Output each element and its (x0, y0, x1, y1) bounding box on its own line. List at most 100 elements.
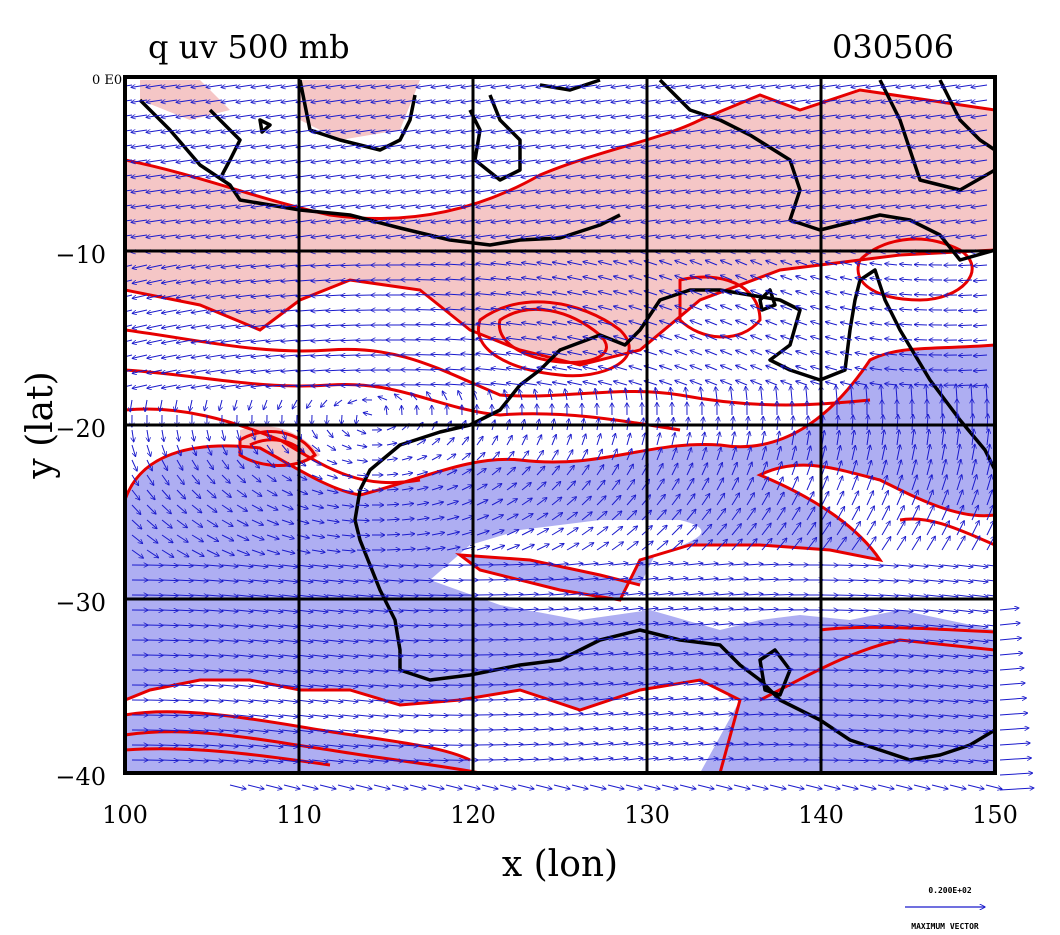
wind-vector (959, 325, 973, 326)
wind-vector (281, 85, 298, 87)
wind-vector (476, 160, 493, 162)
max-vector-legend: 0.200E+02 MAXIMUM VECTOR (905, 886, 985, 931)
wind-vector (506, 115, 523, 117)
wind-vector (806, 175, 823, 177)
wind-vector (265, 784, 282, 789)
wind-vector (656, 115, 673, 117)
wind-vector (221, 160, 238, 162)
wind-vector (236, 130, 253, 132)
wind-vector (416, 145, 433, 147)
wind-vector (401, 85, 418, 87)
wind-vector (191, 100, 208, 102)
wind-vector (941, 145, 958, 147)
wind-vector (581, 175, 598, 177)
wind-vector (791, 190, 808, 192)
wind-vector (326, 100, 343, 102)
wind-vector (176, 115, 193, 117)
wind-vector (626, 115, 643, 117)
wind-vector (671, 160, 688, 162)
wind-vector (761, 85, 778, 87)
wind-vector (236, 145, 253, 147)
wind-vector (386, 549, 400, 550)
wind-vector (701, 175, 718, 177)
wind-vector (311, 175, 328, 177)
wind-vector (553, 784, 570, 789)
wind-vector (431, 715, 448, 716)
wind-vector (971, 115, 988, 117)
wind-vector (859, 784, 876, 789)
wind-vector (206, 160, 223, 162)
wind-vector (806, 160, 823, 162)
wind-vector (959, 310, 973, 311)
wind-vector (341, 100, 358, 102)
wind-vector (926, 190, 943, 192)
wind-vector (686, 190, 703, 192)
wind-vector (161, 640, 178, 641)
wind-vector (283, 784, 300, 789)
wind-vector (251, 145, 268, 147)
wind-vector (776, 100, 793, 102)
y-axis-label: y (lat) (20, 371, 61, 479)
wind-vector (941, 130, 958, 132)
wind-vector (386, 160, 403, 162)
wind-vector (521, 205, 538, 207)
wind-vector (161, 580, 178, 581)
wind-vector (571, 784, 588, 789)
wind-vector (581, 145, 598, 147)
wind-vector (191, 205, 208, 207)
wind-vector (281, 130, 298, 132)
wind-vector (896, 175, 913, 177)
wind-vector (401, 145, 418, 147)
wind-vector (776, 699, 793, 700)
wind-vector (146, 85, 163, 87)
wind-vector (761, 100, 778, 102)
wind-vector (161, 190, 178, 192)
wind-vector (716, 190, 733, 192)
wind-vector (776, 85, 793, 87)
wind-vector (176, 145, 193, 147)
wind-vector (731, 175, 748, 177)
wind-vector (999, 743, 1030, 745)
wind-vector (641, 175, 658, 177)
wind-vector (746, 115, 763, 117)
wind-vector (967, 784, 984, 789)
wind-vector (836, 685, 853, 686)
wind-vector (671, 190, 688, 192)
wind-vector (125, 129, 133, 132)
wind-vector (446, 130, 463, 132)
wind-vector (661, 784, 678, 789)
wind-vector (476, 205, 493, 207)
wind-vector (491, 190, 508, 192)
wind-vector (641, 115, 658, 117)
wind-vector (356, 145, 373, 147)
wind-vector (746, 175, 763, 177)
wind-vector (431, 145, 448, 147)
wind-vector (416, 264, 433, 265)
wind-vector (431, 160, 448, 162)
wind-vector (446, 145, 463, 147)
wind-vector (686, 85, 703, 87)
wind-vector (521, 115, 538, 117)
wind-vector (716, 130, 733, 132)
wind-vector (985, 784, 1002, 789)
wind-vector (431, 130, 448, 132)
wind-vector (821, 175, 838, 177)
wind-vector (176, 205, 193, 207)
wind-vector (769, 784, 786, 789)
wind-vector (341, 175, 358, 177)
wind-vector (836, 85, 853, 87)
wind-vector (641, 190, 658, 192)
wind-vector (356, 535, 370, 536)
wind-vector (836, 625, 853, 626)
wind-vector (431, 580, 448, 581)
wind-vector (416, 294, 433, 295)
wind-vector (956, 145, 973, 147)
wind-vector (356, 205, 373, 207)
wind-vector (431, 190, 448, 192)
wind-vector (836, 760, 853, 761)
wind-vector (536, 100, 553, 102)
wind-vector (686, 175, 703, 177)
wind-vector (581, 100, 598, 102)
wind-vector (836, 175, 853, 177)
